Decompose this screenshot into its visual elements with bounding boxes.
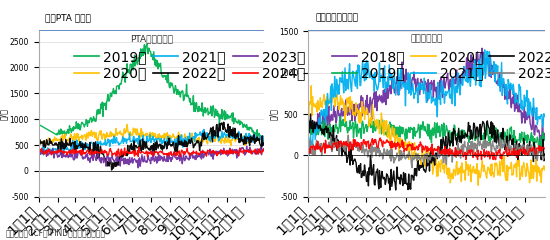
Text: 聚酯平均利润: 聚酯平均利润 [410,35,442,43]
Legend: 2018年, 2019年, 2020年, 2021年, 2022年, 2023年, 2024年: 2018年, 2019年, 2020年, 2021年, 2022年, 2023年… [327,45,550,86]
Text: 图：PTA 加工费: 图：PTA 加工费 [45,13,91,23]
Legend: 2019年, 2020年, 2021年, 2022年, 2023年, 2024年: 2019年, 2020年, 2021年, 2022年, 2023年, 2024年 [68,45,311,86]
Y-axis label: 元/吨: 元/吨 [268,108,278,120]
Text: 图：聚酯平均利润: 图：聚酯平均利润 [315,13,358,23]
Y-axis label: 元/吨: 元/吨 [0,108,8,120]
Text: PTA现货加工费: PTA现货加工费 [130,35,173,43]
Text: 资料来源：CCF、IFIND、新湖期货研究所: 资料来源：CCF、IFIND、新湖期货研究所 [6,228,106,238]
